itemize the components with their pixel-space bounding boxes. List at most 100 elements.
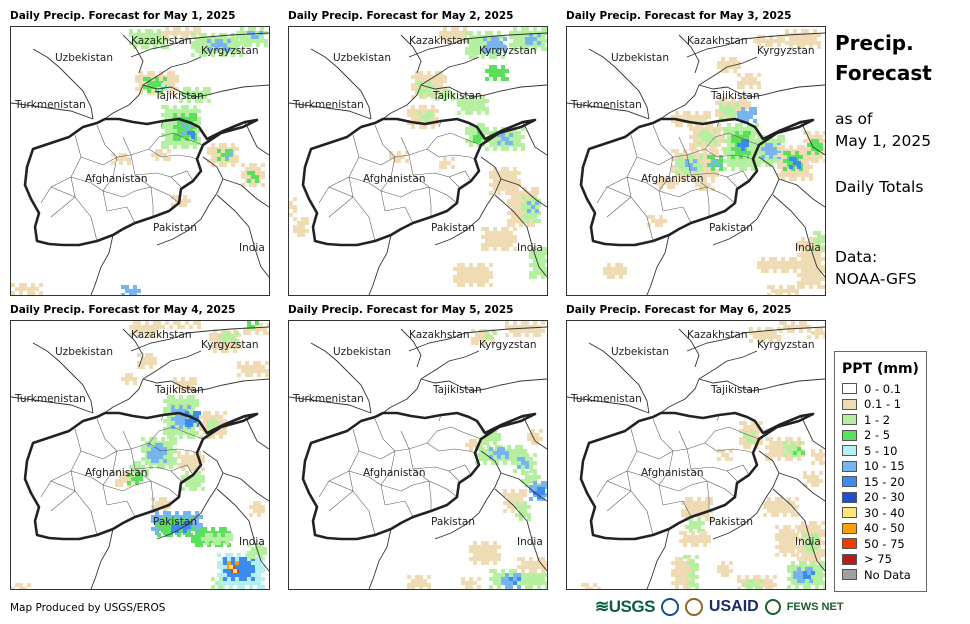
precip-cell	[813, 239, 817, 243]
precip-cell	[787, 509, 791, 513]
precip-cell	[161, 121, 165, 125]
precip-cell	[767, 509, 771, 513]
precip-cell	[517, 573, 521, 577]
precip-cell	[191, 435, 195, 439]
precip-cell	[821, 269, 825, 273]
precip-cell	[765, 269, 769, 273]
precip-cell	[493, 55, 497, 59]
precip-cell	[803, 475, 807, 479]
precip-cell	[787, 293, 791, 295]
precip-cell	[259, 327, 263, 331]
precip-cell	[203, 37, 207, 41]
precip-cell	[819, 573, 823, 577]
precip-cell	[457, 275, 461, 279]
precip-cell	[787, 325, 791, 329]
country-border	[698, 56, 758, 86]
precip-cell	[671, 569, 675, 573]
precip-cell	[521, 127, 525, 131]
precip-cell	[189, 459, 193, 463]
precip-cell	[797, 567, 801, 571]
precip-cell	[799, 329, 803, 333]
precip-cell	[197, 141, 201, 145]
precip-cell	[699, 163, 703, 167]
precip-cell	[211, 155, 215, 159]
precip-cell	[459, 31, 463, 35]
precip-cell	[513, 27, 517, 31]
precip-cell	[529, 255, 533, 259]
precip-cell	[739, 155, 743, 159]
precip-cell	[477, 103, 481, 107]
precip-cell	[693, 135, 697, 139]
precip-cell	[169, 465, 173, 469]
precip-cell	[513, 469, 517, 473]
precip-cell	[533, 481, 537, 485]
precip-cell	[501, 143, 505, 147]
precip-cell	[685, 505, 689, 509]
country-border	[567, 102, 650, 120]
precip-cell	[527, 437, 531, 441]
precip-cell	[797, 253, 801, 257]
precip-cell	[545, 247, 547, 251]
precip-cell	[501, 447, 505, 451]
precip-cell	[735, 159, 739, 163]
precip-cell	[485, 335, 489, 339]
precip-cell	[517, 325, 521, 329]
precip-cell	[243, 561, 247, 565]
precip-cell	[241, 171, 245, 175]
precip-cell	[513, 171, 517, 175]
precip-cell	[211, 43, 215, 47]
precip-cell	[515, 187, 519, 191]
precip-cell	[195, 511, 199, 515]
precip-cell	[244, 39, 248, 43]
precip-cell	[240, 27, 244, 31]
precip-cell	[429, 115, 433, 119]
precip-cell	[753, 143, 757, 147]
precip-cell	[817, 265, 821, 269]
precip-cell	[769, 579, 773, 583]
precip-cell	[529, 275, 533, 279]
precip-cell	[783, 529, 787, 533]
precip-cell	[527, 505, 531, 509]
precip-cell	[477, 31, 481, 35]
country-label-uzbekistan: Uzbekistan	[333, 346, 391, 358]
precip-cell	[297, 225, 301, 229]
precip-cell	[775, 545, 779, 549]
precip-cell	[795, 293, 799, 295]
precip-cell	[681, 513, 685, 517]
precip-cell	[799, 325, 803, 329]
precip-cell	[199, 45, 203, 49]
precip-cell	[707, 115, 711, 119]
province-border	[726, 464, 750, 476]
precip-cell	[789, 457, 793, 461]
precip-cell	[215, 47, 219, 51]
precip-cell	[193, 121, 197, 125]
province-border	[412, 466, 460, 482]
precip-cell	[747, 101, 751, 105]
country-border	[588, 48, 650, 120]
usaid-seal-icon	[684, 598, 703, 616]
precip-cell	[197, 109, 201, 113]
map-panel-5: Kazakhstan Kyrgyzstan Uzbekistan Tajikistan…	[288, 320, 548, 590]
precip-cell	[135, 473, 139, 477]
precip-cell	[791, 289, 795, 293]
precip-cell	[489, 55, 493, 59]
precip-cell	[161, 517, 165, 521]
precip-cell	[525, 457, 529, 461]
precip-cell	[419, 71, 423, 75]
precip-cell	[195, 87, 199, 91]
precip-cell	[695, 587, 699, 589]
precip-cell	[195, 535, 199, 539]
precip-cell	[137, 29, 141, 33]
precip-cell	[469, 35, 473, 39]
precip-cell	[511, 195, 515, 199]
precip-cell	[813, 281, 817, 285]
province-border	[50, 470, 72, 482]
precip-cell	[503, 49, 507, 53]
precip-cell	[489, 235, 493, 239]
precip-cell	[707, 111, 711, 115]
precip-cell	[493, 139, 497, 143]
precip-cell	[539, 437, 543, 441]
precip-cell	[241, 369, 245, 373]
precip-cell	[529, 465, 533, 469]
precip-cell	[133, 37, 137, 41]
